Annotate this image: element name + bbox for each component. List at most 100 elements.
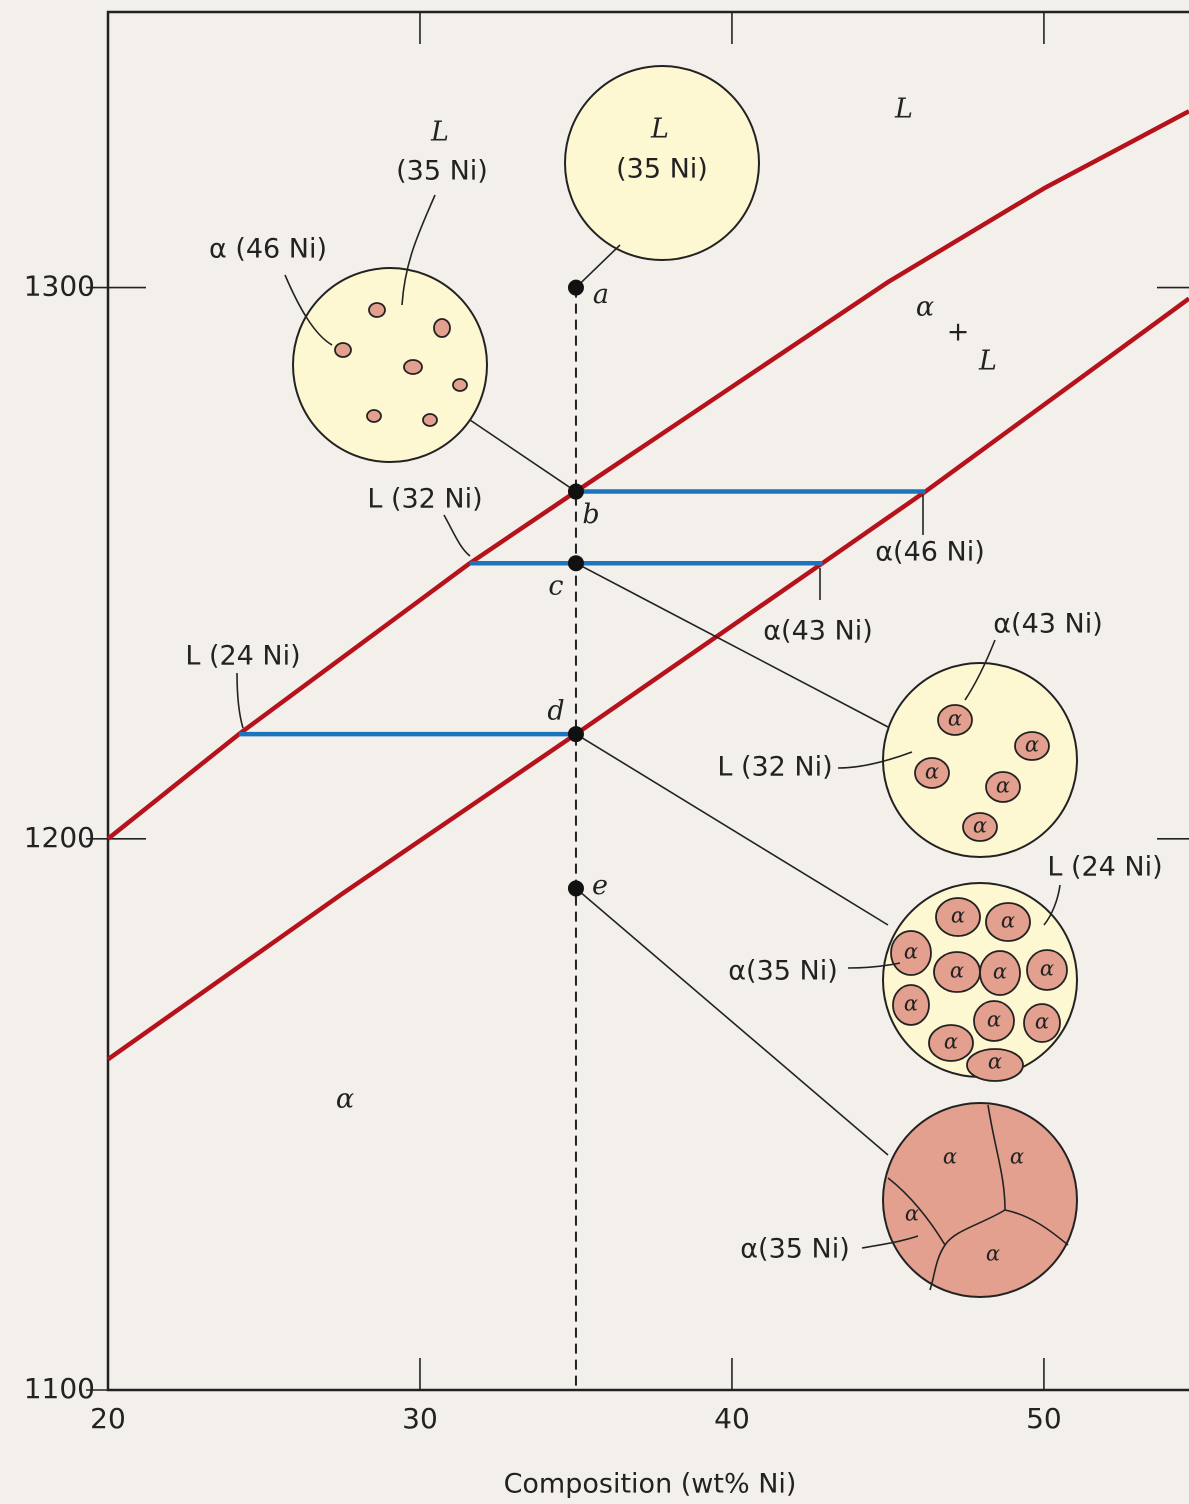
grain: [892, 984, 930, 1026]
grain: [1026, 949, 1068, 991]
point-label: c: [548, 571, 563, 602]
annotation: α: [1040, 957, 1054, 981]
grain: [334, 342, 352, 358]
grain: [979, 950, 1021, 996]
annotation: α(43 Ni): [763, 616, 873, 647]
phase-boundary: [106, 109, 1189, 841]
grain: [966, 1048, 1024, 1082]
annotation: α: [987, 1008, 1001, 1032]
grain: [1023, 1003, 1061, 1043]
point: [567, 726, 584, 743]
connector: [575, 244, 621, 289]
connector: [575, 887, 889, 1156]
annotation: α(46 Ni): [875, 537, 985, 568]
annotation: α: [336, 1084, 354, 1115]
arrow: [443, 514, 471, 557]
point: [567, 279, 584, 296]
arrow: [861, 1235, 919, 1249]
annotation: α: [1010, 1145, 1024, 1169]
x-axis-label: Composition (wt% Ni): [504, 1469, 797, 1500]
arrow: [837, 751, 913, 769]
connector: [575, 733, 889, 926]
annotation: α: [904, 992, 918, 1016]
grain: [914, 757, 950, 789]
annotation: α: [986, 1242, 1000, 1266]
annotation: L: [650, 114, 669, 145]
grain: [973, 1000, 1015, 1042]
point: [567, 483, 584, 500]
annotation: L (32 Ni): [367, 484, 482, 515]
grain: [452, 378, 468, 392]
annotation: α(35 Ni): [728, 956, 838, 987]
grain: [1014, 731, 1050, 761]
annotation: (35 Ni): [616, 154, 708, 185]
annotation: α: [996, 774, 1010, 798]
annotation: L: [894, 94, 913, 125]
grain-boundary: [887, 1104, 1069, 1291]
microstructure-circle: [882, 1102, 1078, 1298]
point-label: b: [582, 499, 599, 530]
grain: [368, 302, 386, 318]
point: [567, 555, 584, 572]
phase-boundary: [106, 296, 1189, 1062]
annotation: α: [1025, 733, 1039, 757]
annotation: α (46 Ni): [209, 234, 327, 265]
annotation: L: [430, 117, 449, 148]
annotation: α: [904, 940, 918, 964]
point-label: d: [547, 696, 564, 727]
point-label: a: [593, 279, 609, 310]
annotation: L: [978, 346, 997, 377]
annotation: α: [944, 1030, 958, 1054]
grain: [935, 897, 981, 937]
annotation: α: [950, 959, 964, 983]
arrow: [1043, 884, 1061, 926]
arrow: [284, 274, 333, 346]
microstructure-circle: [292, 267, 488, 463]
microstructure-circle: [564, 65, 760, 261]
arrow: [401, 194, 436, 306]
grain: [985, 902, 1031, 942]
point-label: e: [592, 870, 608, 901]
grain: [422, 413, 438, 427]
x-tick-label: 20: [90, 1402, 126, 1435]
annotation: α: [925, 760, 939, 784]
y-tick-label: 1200: [24, 821, 95, 854]
annotation: α: [1035, 1010, 1049, 1034]
grain: [962, 812, 998, 842]
annotation: α: [973, 814, 987, 838]
annotation: α: [1001, 909, 1015, 933]
grain: [366, 409, 382, 423]
microstructures: [292, 65, 1078, 1298]
x-tick-label: 50: [1026, 1402, 1062, 1435]
annotation: α: [988, 1050, 1002, 1074]
annotation: L (24 Ni): [1047, 852, 1162, 883]
grain: [890, 930, 932, 976]
annotation: α: [993, 960, 1007, 984]
annotation: α: [951, 904, 965, 928]
grain: [433, 318, 451, 338]
connector: [469, 419, 577, 493]
arrow: [964, 639, 996, 701]
annotation: α: [943, 1145, 957, 1169]
annotation: L (32 Ni): [717, 752, 832, 783]
y-tick-label: 1100: [24, 1372, 95, 1405]
annotation: (35 Ni): [396, 156, 488, 187]
annotation: +: [947, 317, 970, 348]
grain: [985, 771, 1021, 803]
grain: [937, 704, 973, 736]
connector: [575, 562, 889, 728]
grain: [928, 1024, 974, 1062]
x-tick-label: 40: [714, 1402, 750, 1435]
arrow: [236, 672, 244, 729]
annotation: α(35 Ni): [740, 1234, 850, 1265]
arrow: [847, 962, 901, 969]
y-tick-label: 1300: [24, 270, 95, 303]
x-tick-label: 30: [402, 1402, 438, 1435]
annotation: α(43 Ni): [993, 609, 1103, 640]
grain: [403, 359, 423, 375]
annotation: α: [916, 292, 934, 323]
frame: [106, 10, 1189, 1392]
annotation: α: [905, 1202, 919, 1226]
microstructure-circle: [882, 662, 1078, 858]
